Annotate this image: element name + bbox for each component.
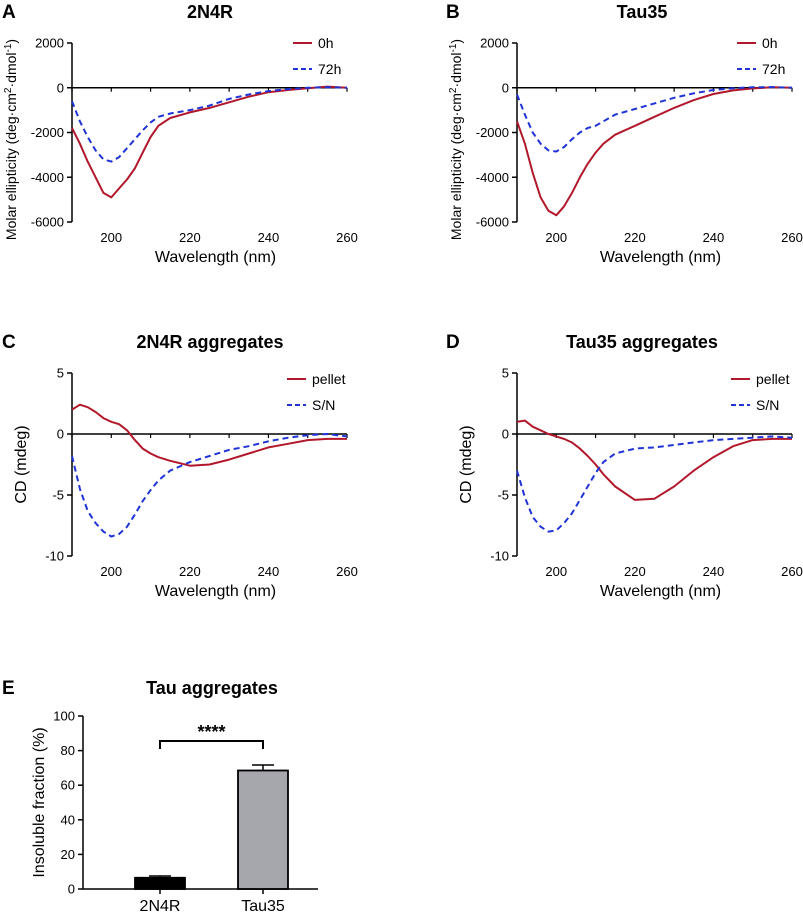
- x-tick-label: Tau35: [241, 898, 285, 915]
- series-line-pellet: [71, 403, 347, 467]
- y-axis-label-part: ·dmol: [448, 52, 464, 87]
- y-tick-label: -10: [45, 549, 64, 564]
- y-tick-label: 40: [61, 812, 75, 827]
- series-line-0h: [71, 85, 348, 199]
- panel-title: Tau35 aggregates: [566, 332, 718, 352]
- y-tick-label: 5: [502, 366, 509, 381]
- x-axis-label: Wavelength (nm): [600, 583, 721, 600]
- y-axis-label: Insoluble fraction (%): [31, 727, 48, 877]
- legend-label-72h: 72h: [318, 61, 341, 77]
- y-tick-label: 60: [61, 778, 75, 793]
- x-axis-label: Wavelength (nm): [600, 249, 721, 266]
- x-tick-label: 200: [545, 564, 567, 579]
- y-axis-label: CD (mdeg): [458, 425, 475, 503]
- x-tick-label: 260: [336, 564, 358, 579]
- y-tick-label: -10: [490, 549, 509, 564]
- y-tick-label: -4000: [31, 170, 64, 185]
- y-axis-label-part: ): [3, 39, 19, 44]
- panel-C: C 2N4R aggregates -10 -5 0 5 200 220 240 260 Wavel…: [2, 332, 358, 600]
- y-axis-label-part: Molar ellipticity (deg·cm: [3, 93, 19, 240]
- bar-2N4R: [134, 876, 186, 890]
- y-tick-label: -2000: [31, 125, 64, 140]
- panel-B: B Tau35 -6000 -4000 -2000 0 2000 200 220 240 260 Wa…: [446, 2, 803, 266]
- series-line-S/N: [516, 435, 793, 533]
- legend-label-0h: 0h: [318, 35, 334, 51]
- y-tick-label: 2000: [35, 36, 64, 51]
- y-tick-label: 5: [57, 366, 64, 381]
- x-axis-label: Wavelength (nm): [155, 249, 276, 266]
- y-tick-label: -2000: [476, 125, 509, 140]
- x-tick-label: 240: [703, 564, 725, 579]
- bar-Tau35: [237, 769, 289, 890]
- y-axis-label: Molar ellipticity (deg·cm2·dmol-1): [448, 39, 465, 240]
- panel-title: 2N4R: [187, 2, 233, 22]
- series-line-S/N: [71, 433, 348, 538]
- x-tick-label: 240: [258, 564, 280, 579]
- y-axis-label-part: Molar ellipticity (deg·cm: [448, 93, 464, 240]
- x-tick-label: 260: [781, 564, 803, 579]
- x-tick-label: 260: [336, 230, 358, 245]
- y-tick-label: 0: [68, 882, 75, 897]
- series-line-pellet: [516, 419, 792, 501]
- panel-label: E: [2, 678, 15, 699]
- x-tick-label: 2N4R: [140, 898, 181, 915]
- y-axis-label-sup: 2: [448, 87, 459, 93]
- x-tick-label: 220: [624, 230, 646, 245]
- x-tick-label: 260: [781, 230, 803, 245]
- legend-label-pellet: pellet: [756, 371, 790, 387]
- y-axis-label-sup: -1: [3, 43, 14, 52]
- panel-title: Tau aggregates: [146, 678, 278, 698]
- y-tick-label: -5: [52, 488, 64, 503]
- panel-title: 2N4R aggregates: [136, 332, 283, 352]
- y-tick-label: 100: [53, 709, 75, 724]
- y-tick-label: -4000: [476, 170, 509, 185]
- y-tick-label: -6000: [476, 215, 509, 230]
- panel-label: A: [2, 2, 16, 23]
- y-axis-label: CD (mdeg): [13, 425, 30, 503]
- panel-D: D Tau35 aggregates -10 -5 0 5 200 220 240 260 Wave…: [446, 332, 803, 600]
- panel-A: A 2N4R -6000 -4000 -2000 0 2000 200 220 240 260 Wav…: [2, 2, 358, 266]
- y-axis-label-part: ): [448, 39, 464, 44]
- y-tick-label: -6000: [31, 215, 64, 230]
- legend-label-0h: 0h: [762, 35, 778, 51]
- panel-label: D: [446, 332, 460, 353]
- x-tick-label: 240: [703, 230, 725, 245]
- panel-title: Tau35: [617, 2, 668, 22]
- y-tick-label: 20: [61, 847, 75, 862]
- x-tick-label: 200: [100, 230, 122, 245]
- series-line-0h: [516, 86, 793, 217]
- panel-E: E Tau aggregates 0 20 40 60 80 100 Insoluble fra…: [2, 678, 318, 915]
- y-axis-label-sup: 2: [3, 87, 14, 93]
- x-tick-label: 220: [624, 564, 646, 579]
- legend-label-S/N: S/N: [756, 397, 779, 413]
- significance-bracket: [159, 740, 264, 749]
- panel-label: C: [2, 332, 16, 353]
- legend-label-S/N: S/N: [312, 397, 335, 413]
- x-tick-label: 220: [179, 564, 201, 579]
- significance-stars: ****: [197, 722, 225, 742]
- y-axis-label-sup: -1: [448, 43, 459, 52]
- legend-label-pellet: pellet: [312, 371, 346, 387]
- x-axis-label: Wavelength (nm): [155, 583, 276, 600]
- y-tick-label: 0: [57, 427, 64, 442]
- legend-label-72h: 72h: [762, 61, 785, 77]
- x-tick-label: 200: [545, 230, 567, 245]
- y-tick-label: 80: [61, 743, 75, 758]
- y-axis-label-part: ·dmol: [3, 52, 19, 87]
- x-tick-label: 220: [179, 230, 201, 245]
- y-tick-label: 0: [502, 80, 509, 95]
- y-tick-label: 2000: [480, 36, 509, 51]
- y-axis-label: Molar ellipticity (deg·cm2·dmol-1): [3, 39, 20, 240]
- series-line-72h: [71, 86, 348, 163]
- series-line-72h: [516, 86, 793, 153]
- x-tick-label: 240: [258, 230, 280, 245]
- x-tick-label: 200: [100, 564, 122, 579]
- y-tick-label: 0: [57, 80, 64, 95]
- y-tick-label: -5: [497, 488, 509, 503]
- panel-label: B: [446, 2, 460, 23]
- y-tick-label: 0: [502, 427, 509, 442]
